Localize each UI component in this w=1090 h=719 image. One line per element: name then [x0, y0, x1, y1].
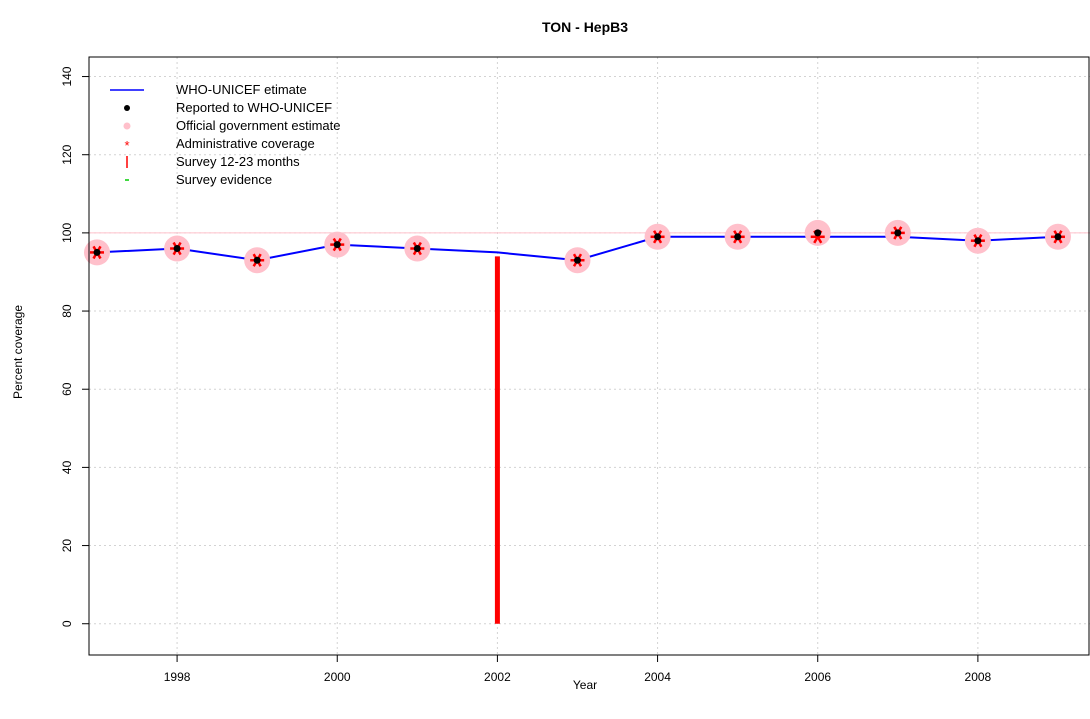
- x-tick-label: 1998: [164, 670, 191, 684]
- legend-label: Reported to WHO-UNICEF: [176, 100, 332, 115]
- reported-point: [333, 241, 341, 249]
- reported-point: [573, 256, 581, 264]
- y-tick-label: 140: [60, 66, 74, 86]
- x-axis: 1998 2000 2002 2004 2006 2008: [164, 655, 992, 684]
- x-axis-label: Year: [573, 678, 597, 692]
- legend-item: Survey 12-23 months: [126, 154, 300, 169]
- reported-point: [814, 229, 822, 237]
- legend-star-icon: *: [124, 138, 129, 153]
- legend-pink-dot-icon: [123, 122, 131, 130]
- reported-point: [894, 229, 902, 237]
- x-tick-label: 2008: [965, 670, 992, 684]
- chart-title: TON - HepB3: [542, 19, 628, 35]
- legend-label: WHO-UNICEF etimate: [176, 82, 307, 97]
- y-tick-label: 60: [60, 382, 74, 396]
- reported-point: [413, 245, 421, 253]
- reported-point: [734, 233, 742, 241]
- x-tick-label: 2004: [644, 670, 671, 684]
- y-tick-label: 120: [60, 144, 74, 164]
- legend: WHO-UNICEF etimate Reported to WHO-UNICEF…: [110, 82, 341, 187]
- y-axis-label: Percent coverage: [11, 305, 25, 399]
- y-tick-label: 20: [60, 539, 74, 553]
- legend-label: Survey 12-23 months: [176, 154, 300, 169]
- legend-item: * Administrative coverage: [124, 136, 314, 153]
- plot-area: [88, 56, 1090, 656]
- legend-item: Official government estimate: [123, 118, 341, 133]
- legend-item: Survey evidence: [125, 172, 272, 187]
- x-tick-label: 2006: [804, 670, 831, 684]
- legend-item: WHO-UNICEF etimate: [110, 82, 307, 97]
- y-axis: 0 20 40 60 80 100 120 140: [60, 66, 89, 627]
- y-tick-label: 100: [60, 223, 74, 243]
- reported-point: [93, 248, 101, 256]
- y-tick-label: 40: [60, 460, 74, 474]
- reported-point: [253, 256, 261, 264]
- legend-label: Survey evidence: [176, 172, 272, 187]
- legend-label: Administrative coverage: [176, 136, 315, 151]
- legend-label: Official government estimate: [176, 118, 341, 133]
- x-tick-label: 2000: [324, 670, 351, 684]
- reported-point: [1054, 233, 1062, 241]
- reported-points: [93, 229, 1062, 264]
- y-tick-label: 80: [60, 304, 74, 318]
- legend-dot-icon: [124, 105, 130, 111]
- official-estimate-points: [84, 219, 1071, 274]
- reported-point: [654, 233, 662, 241]
- y-tick-label: 0: [60, 620, 74, 627]
- reported-point: [974, 237, 982, 245]
- x-tick-label: 2002: [484, 670, 511, 684]
- reported-point: [173, 245, 181, 253]
- legend-item: Reported to WHO-UNICEF: [124, 100, 332, 115]
